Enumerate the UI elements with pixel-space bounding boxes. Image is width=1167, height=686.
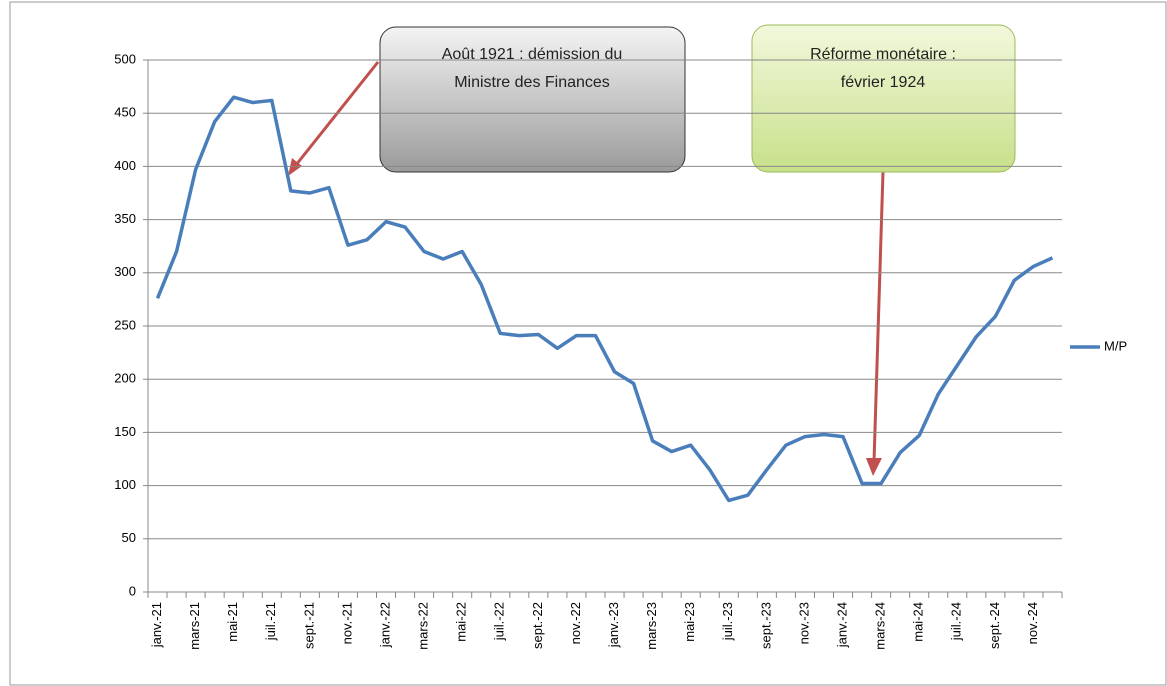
x-tick-label: mars-24 — [873, 602, 888, 650]
arrow-head — [866, 458, 882, 476]
arrow-head — [288, 158, 302, 176]
x-tick-label: mars-23 — [644, 602, 659, 650]
annotation-text: Réforme monétaire : — [810, 46, 956, 63]
y-tick-label: 200 — [114, 371, 136, 386]
arrow — [290, 61, 380, 171]
x-tick-label: juil.-24 — [949, 602, 964, 641]
x-tick-label: nov.-23 — [796, 602, 811, 644]
x-tick-label: mai-22 — [454, 602, 469, 642]
x-tick-label: sept.-21 — [301, 602, 316, 649]
x-tick-label: mai-23 — [682, 602, 697, 642]
x-tick-label: sept.-23 — [758, 602, 773, 649]
x-tick-label: janv.-21 — [149, 602, 164, 648]
annotation-box — [751, 24, 1016, 173]
x-tick-label: nov.-21 — [339, 602, 354, 644]
annotation-box — [379, 26, 686, 173]
x-tick-label: juil.-21 — [263, 602, 278, 641]
x-tick-label: sept.-22 — [530, 602, 545, 649]
x-tick-label: janv.-22 — [377, 602, 392, 648]
y-tick-label: 450 — [114, 105, 136, 120]
annotation-text: février 1924 — [841, 74, 926, 91]
annotation-text: Ministre des Finances — [454, 74, 610, 91]
x-tick-label: juil.-23 — [720, 602, 735, 641]
x-tick-label: mai-24 — [911, 602, 926, 642]
x-tick-label: mars-21 — [187, 602, 202, 650]
y-tick-label: 500 — [114, 51, 136, 66]
x-tick-label: nov.-24 — [1025, 602, 1040, 644]
y-tick-label: 0 — [129, 583, 136, 598]
x-tick-label: sept.-24 — [987, 602, 1002, 649]
x-tick-label: janv.-24 — [834, 602, 849, 648]
y-tick-label: 100 — [114, 477, 136, 492]
y-tick-label: 350 — [114, 211, 136, 226]
x-tick-label: janv.-23 — [606, 602, 621, 648]
y-tick-label: 400 — [114, 158, 136, 173]
y-tick-label: 250 — [114, 317, 136, 332]
x-tick-label: mars-22 — [416, 602, 431, 650]
line-series — [155, 95, 1054, 503]
x-tick-label: mai-21 — [225, 602, 240, 642]
legend-label: M/P — [1104, 338, 1127, 353]
y-tick-label: 150 — [114, 424, 136, 439]
arrow — [872, 171, 885, 463]
y-tick-label: 300 — [114, 264, 136, 279]
x-tick-label: juil.-22 — [492, 602, 507, 641]
annotation-text: Août 1921 : démission du — [442, 46, 623, 63]
y-tick-label: 50 — [122, 530, 136, 545]
x-tick-label: nov.-22 — [568, 602, 583, 644]
